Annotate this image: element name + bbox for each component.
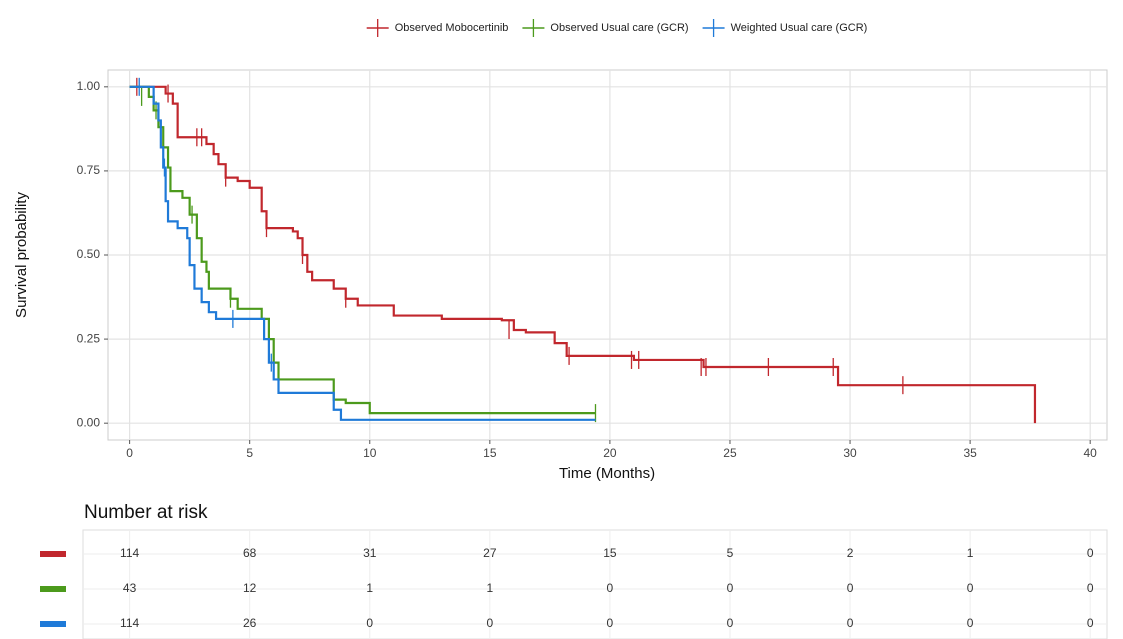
x-tick-label: 0	[126, 446, 133, 460]
legend-item: Observed Usual care (GCR)	[522, 19, 689, 37]
survival-curve	[129, 85, 596, 415]
risk-number: 1	[486, 581, 493, 595]
risk-number: 2	[847, 546, 854, 560]
risk-number: 26	[243, 616, 257, 630]
risk-table-title: Number at risk	[84, 502, 208, 523]
risk-number: 31	[363, 546, 377, 560]
y-tick-label: 0.25	[77, 331, 101, 345]
y-tick-label: 1.00	[77, 79, 101, 93]
risk-number: 0	[1087, 616, 1094, 630]
risk-number: 1	[967, 546, 974, 560]
x-tick-label: 40	[1084, 446, 1098, 460]
x-tick-label: 15	[483, 446, 497, 460]
x-tick-label: 10	[363, 446, 377, 460]
legend: Observed Mobocertinib Observed Usual care…	[366, 19, 868, 37]
risk-number: 0	[1087, 546, 1094, 560]
x-tick-label: 20	[603, 446, 617, 460]
risk-number: 27	[483, 546, 497, 560]
risk-number: 15	[603, 546, 617, 560]
risk-number: 43	[123, 581, 137, 595]
risk-number: 0	[486, 616, 493, 630]
risk-number: 12	[243, 581, 257, 595]
x-tick-label: 30	[843, 446, 857, 460]
risk-number: 0	[366, 616, 373, 630]
y-tick-label: 0.50	[77, 247, 101, 261]
y-axis-title: Survival probability	[13, 192, 30, 318]
legend-item: Observed Mobocertinib	[366, 19, 509, 37]
risk-number: 68	[243, 546, 257, 560]
risk-number: 0	[1087, 581, 1094, 595]
legend-label: Observed Mobocertinib	[395, 22, 509, 34]
survival-curve	[129, 85, 596, 421]
legend-label: Weighted Usual care (GCR)	[731, 22, 868, 34]
legend-item: Weighted Usual care (GCR)	[702, 19, 868, 37]
risk-number: 5	[727, 546, 734, 560]
risk-number: 0	[847, 616, 854, 630]
risk-number: 0	[727, 581, 734, 595]
risk-number: 1	[366, 581, 373, 595]
legend-label: Observed Usual care (GCR)	[550, 22, 688, 34]
x-tick-label: 35	[963, 446, 977, 460]
survival-curve	[129, 85, 1037, 424]
risk-number: 0	[727, 616, 734, 630]
x-tick-label: 5	[246, 446, 253, 460]
risk-number: 0	[967, 616, 974, 630]
x-axis-title: Time (Months)	[559, 465, 655, 482]
risk-number: 114	[120, 616, 139, 630]
y-tick-label: 0.75	[77, 163, 101, 177]
risk-number: 0	[607, 616, 614, 630]
risk-number: 0	[607, 581, 614, 595]
y-tick-label: 0.00	[77, 415, 101, 429]
x-tick-label: 25	[723, 446, 737, 460]
risk-panel	[82, 529, 1108, 639]
risk-number: 114	[120, 546, 139, 560]
risk-number: 0	[967, 581, 974, 595]
risk-number: 0	[847, 581, 854, 595]
